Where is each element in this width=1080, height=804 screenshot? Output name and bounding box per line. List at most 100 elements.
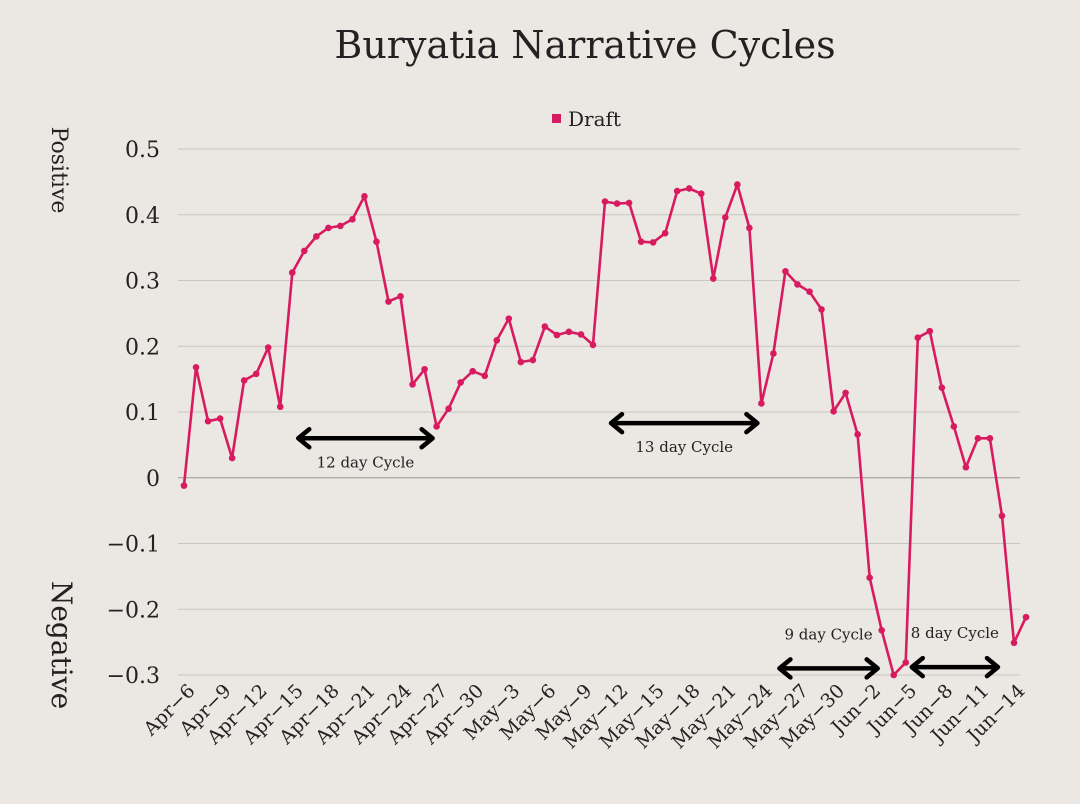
data-point (433, 423, 440, 430)
data-point (589, 341, 597, 349)
data-point (974, 435, 982, 442)
grid-lines (178, 148, 1020, 676)
data-point (938, 384, 946, 391)
cycle-annotation: 9 day Cycle (777, 625, 880, 680)
data-point (673, 187, 681, 195)
data-point (758, 400, 765, 407)
data-point (445, 405, 452, 413)
data-point (385, 298, 392, 305)
data-point (577, 331, 585, 338)
legend-swatch-draft (552, 114, 561, 123)
chart-title: Buryatia Narrative Cycles (334, 23, 835, 67)
y-tick-label: −0.3 (107, 664, 160, 689)
cycle-arrow-head-right (419, 427, 435, 450)
data-point (493, 337, 501, 344)
data-point (288, 269, 296, 276)
data-point (421, 365, 428, 373)
data-point (192, 363, 200, 371)
data-point (541, 323, 549, 330)
data-point (914, 334, 922, 342)
data-point (264, 344, 272, 351)
y-tick-label: 0.3 (125, 270, 160, 295)
data-point (505, 315, 513, 322)
data-point (397, 292, 404, 300)
data-point (457, 379, 464, 386)
cycle-arrow-head-left (909, 655, 925, 679)
data-point (337, 222, 344, 230)
data-point (276, 403, 284, 411)
data-point (228, 454, 236, 462)
data-point (313, 233, 320, 240)
data-point (806, 288, 813, 295)
data-point (794, 281, 801, 288)
legend-label-draft: Draft (568, 107, 621, 131)
cycle-arrow-head-left (777, 657, 793, 680)
y-label-positive: Positive (46, 127, 71, 214)
cycle-label: 13 day Cycle (635, 438, 733, 456)
data-point (1010, 639, 1018, 647)
data-point (240, 377, 248, 384)
data-point (746, 224, 753, 232)
cycle-label: 9 day Cycle (784, 625, 872, 643)
cycle-arrow-head-right (864, 657, 880, 680)
cycle-arrow-head-left (608, 411, 625, 435)
y-tick-label: −0.2 (107, 598, 160, 623)
cycle-arrow-head-right (744, 411, 760, 435)
y-label-negative: Negative (45, 581, 78, 709)
y-tick-label: −0.1 (107, 533, 160, 558)
data-point (601, 198, 609, 205)
data-point (517, 358, 525, 366)
data-point (878, 626, 885, 634)
data-point (998, 512, 1006, 520)
data-point (252, 370, 260, 378)
data-point (926, 327, 934, 335)
data-point (361, 193, 368, 200)
data-point (481, 372, 489, 380)
data-point (180, 482, 188, 489)
cycle-annotation: 12 day Cycle (296, 427, 435, 471)
data-point (830, 408, 837, 415)
y-tick-label: 0.2 (125, 335, 160, 360)
cycle-annotation: 8 day Cycle (909, 624, 1001, 679)
data-point (866, 574, 873, 581)
data-point (709, 275, 717, 282)
y-tick-labels: 0.5 0.4 0.3 0.2 0.1 0 −0.1 −0.2 −0.3 (107, 138, 160, 689)
x-tick-labels: Apr−6Apr−9Apr−12Apr−15Apr−18Apr−21Apr−24… (139, 680, 1030, 753)
data-point (782, 267, 789, 275)
y-tick-label: 0.1 (125, 401, 160, 426)
data-point (818, 306, 825, 313)
data-point (661, 229, 669, 237)
data-point (697, 190, 705, 198)
data-point (300, 247, 308, 255)
data-point (216, 415, 224, 422)
data-point (349, 216, 356, 223)
data-point (722, 214, 729, 221)
cycle-arrow-head-left (296, 427, 312, 450)
data-point (890, 671, 898, 679)
data-point (204, 417, 212, 425)
cycle-annotations: 12 day Cycle 13 day Cycle 9 day Cycle 8 day… (296, 411, 1001, 680)
legend: Draft (552, 107, 621, 131)
data-point (373, 238, 380, 246)
data-point (637, 238, 645, 246)
data-point (409, 381, 416, 388)
data-point (613, 200, 621, 207)
data-point (325, 224, 332, 232)
data-point (950, 423, 958, 430)
data-point (649, 239, 657, 246)
data-point (842, 389, 849, 397)
data-point (1022, 613, 1030, 621)
data-point (902, 659, 910, 666)
y-tick-label: 0.5 (125, 138, 160, 163)
data-point (986, 435, 994, 442)
data-point (529, 356, 537, 364)
y-tick-label: 0.4 (125, 204, 160, 229)
data-point (734, 181, 741, 188)
cycle-label: 12 day Cycle (317, 453, 415, 471)
series-draft (180, 181, 1030, 679)
cycle-annotation: 13 day Cycle (608, 411, 760, 456)
data-point (685, 185, 693, 192)
data-point (854, 431, 861, 438)
data-point (962, 463, 970, 471)
